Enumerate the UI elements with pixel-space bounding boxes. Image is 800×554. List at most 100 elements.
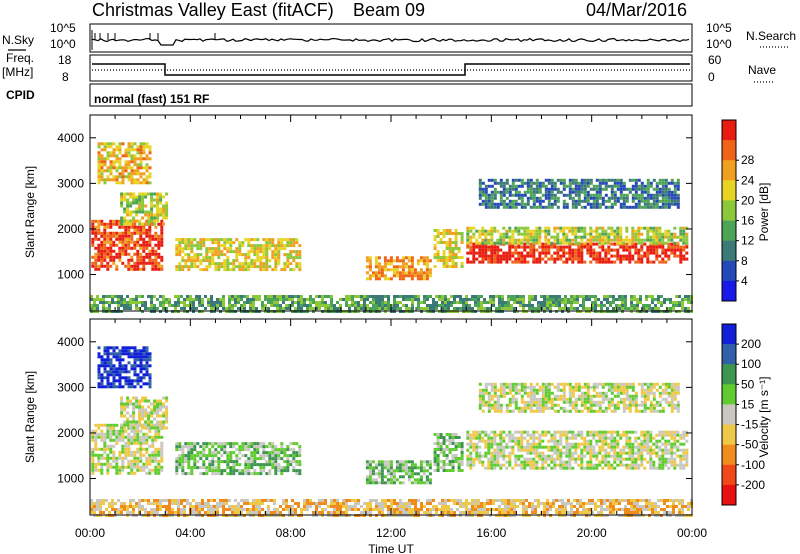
heatmap-cell <box>510 307 513 310</box>
heatmap-cell <box>571 466 575 470</box>
heatmap-cell <box>685 257 689 261</box>
heatmap-cell <box>538 457 542 461</box>
heatmap-cell <box>504 304 507 307</box>
heatmap-cell <box>565 241 569 245</box>
heatmap-cell <box>283 238 287 242</box>
heatmap-cell <box>419 466 423 470</box>
heatmap-cell <box>283 454 287 458</box>
heatmap-cell <box>419 460 423 464</box>
heatmap-cell <box>673 184 677 188</box>
heatmap-cell <box>112 349 116 353</box>
heatmap-cell <box>377 463 381 467</box>
heatmap-cell <box>490 241 494 245</box>
heatmap-cell <box>115 379 119 383</box>
heatmap-cell <box>511 238 515 242</box>
heatmap-cell <box>205 253 209 257</box>
heatmap-cell <box>405 295 408 298</box>
heatmap-cell <box>115 219 119 223</box>
heatmap-cell <box>142 346 146 350</box>
heatmap-cell <box>241 253 245 257</box>
heatmap-cell <box>127 426 131 430</box>
heatmap-cell <box>615 304 618 307</box>
heatmap-cell <box>387 307 390 310</box>
heatmap-cell <box>109 444 113 448</box>
heatmap-cell <box>207 301 210 304</box>
heatmap-cell <box>365 475 369 479</box>
heatmap-cell <box>133 355 137 359</box>
heatmap-cell <box>580 248 584 252</box>
heatmap-cell <box>112 367 116 371</box>
heatmap-cell <box>496 460 500 464</box>
heatmap-cell <box>393 298 396 301</box>
heatmap-cell <box>375 307 378 310</box>
heatmap-cell <box>649 251 653 255</box>
heatmap-cell <box>369 301 372 304</box>
heatmap-cell <box>145 435 149 439</box>
heatmap-cell <box>105 295 108 298</box>
heatmap-cell <box>214 241 218 245</box>
heatmap-cell <box>294 301 297 304</box>
heatmap-cell <box>541 454 545 458</box>
heatmap-cell <box>217 469 221 473</box>
heatmap-cell <box>142 373 146 377</box>
heatmap-cell <box>330 307 333 310</box>
heatmap-cell <box>472 433 476 437</box>
heatmap-cell <box>136 364 140 368</box>
heatmap-cell <box>493 254 497 258</box>
heatmap-cell <box>676 184 680 188</box>
heatmap-cell <box>265 256 269 260</box>
heatmap-cell <box>433 244 437 247</box>
heatmap-cell <box>109 225 113 229</box>
heatmap-cell <box>670 251 674 255</box>
heatmap-cell <box>583 436 587 440</box>
heatmap-cell <box>466 226 470 230</box>
heatmap-cell <box>654 298 657 301</box>
heatmap-cell <box>277 454 281 458</box>
heatmap-cell <box>456 295 459 298</box>
heatmap-cell <box>144 192 148 196</box>
heatmap-cell <box>121 367 125 371</box>
heatmap-cell <box>441 304 444 307</box>
heatmap-cell <box>291 295 294 298</box>
heatmap-cell <box>292 244 296 248</box>
heatmap-cell <box>211 259 215 263</box>
heatmap-cell <box>109 346 113 350</box>
heatmap-cell <box>448 451 452 454</box>
heatmap-cell <box>145 261 149 265</box>
heatmap-cell <box>508 248 512 252</box>
heatmap-cell <box>130 462 134 466</box>
heatmap-cell <box>193 244 197 248</box>
heatmap-cell <box>217 241 221 245</box>
heatmap-cell <box>676 196 680 200</box>
heatmap-cell <box>481 460 485 464</box>
heatmap-cell <box>187 265 191 269</box>
heatmap-cell <box>535 445 539 449</box>
heatmap-cell <box>682 248 686 252</box>
heatmap-cell <box>102 301 105 304</box>
heatmap-cell <box>416 274 420 278</box>
heatmap-cell <box>129 301 132 304</box>
heatmap-cell <box>259 469 263 473</box>
heatmap-cell <box>178 265 182 269</box>
heatmap-cell <box>114 295 117 298</box>
heatmap-cell <box>118 234 122 238</box>
heatmap-cell <box>508 226 512 230</box>
heatmap-cell <box>523 448 527 452</box>
heatmap-cell <box>238 247 242 251</box>
heatmap-cell <box>580 457 584 461</box>
heatmap-cell <box>475 454 479 458</box>
heatmap-cell <box>571 251 575 255</box>
heatmap-cell <box>202 244 206 248</box>
heatmap-cell <box>192 307 195 310</box>
heatmap-cell <box>484 454 488 458</box>
heatmap-cell <box>448 253 452 256</box>
heatmap-cell <box>465 298 468 301</box>
heatmap-cell <box>411 304 414 307</box>
heatmap-cell <box>187 268 191 272</box>
heatmap-cell <box>184 238 188 242</box>
heatmap-cell <box>100 246 104 250</box>
heatmap-cell <box>451 232 455 235</box>
heatmap-cell <box>454 433 458 436</box>
heatmap-cell <box>547 199 551 203</box>
heatmap-cell <box>597 304 600 307</box>
